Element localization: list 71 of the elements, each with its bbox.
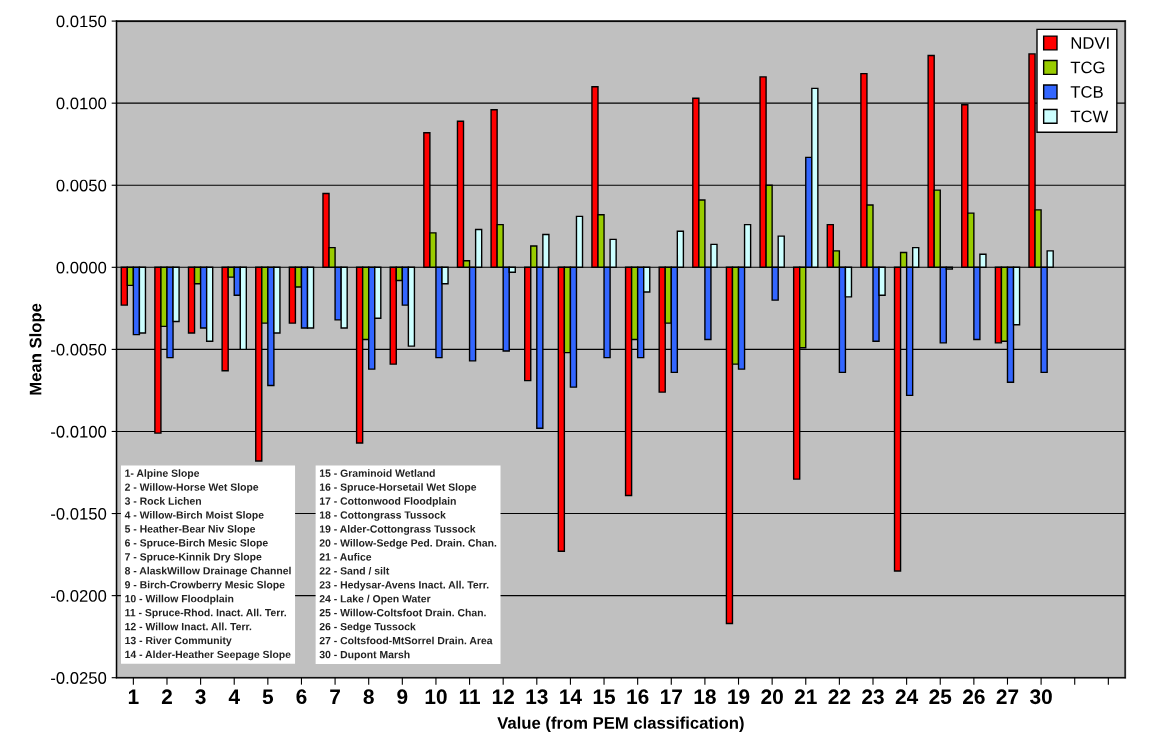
- annotation: 15 - Graminoid Wetland: [319, 469, 435, 477]
- annotation: 13 - River Community: [125, 636, 232, 647]
- annotation: 30 - Dupont Marsh: [319, 650, 410, 661]
- legend-label: NDVI: [1071, 37, 1109, 49]
- x-tick-label: 25: [929, 689, 952, 705]
- x-tick-label: 15: [593, 689, 616, 705]
- x-tick-label: 26: [963, 689, 985, 705]
- x-tick-label: 30: [1029, 689, 1052, 705]
- legend-label: TCB: [1070, 86, 1103, 98]
- y-axis-title: Mean Slope: [29, 303, 45, 395]
- annotation: 17 - Cottonwood Floodplain: [319, 497, 456, 507]
- annotation: 25 - Willow-Coltsfoot Drain. Chan.: [319, 608, 486, 617]
- x-axis-title: Value (from PEM classification): [497, 716, 744, 733]
- annotation: 22 - Sand / silt: [319, 566, 390, 575]
- annotation: 6 - Spruce-Birch Mesic Slope: [125, 538, 268, 549]
- annotation: 16 - Spruce-Horsetail Wet Slope: [319, 483, 477, 493]
- annotation: 18 - Cottongrass Tussock: [319, 511, 446, 521]
- annotation: 26 - Sedge Tussock: [319, 622, 416, 633]
- annotation: 12 - Willow Inact. All. Terr.: [125, 622, 252, 631]
- annotation: 5 - Heather-Bear Niv Slope: [124, 524, 256, 535]
- x-tick-label: 2: [161, 689, 172, 704]
- x-tick-label: 19: [728, 689, 750, 705]
- x-tick-label: 14: [560, 689, 582, 704]
- y-tick-label: 0.0150: [56, 15, 107, 28]
- x-tick-label: 23: [862, 689, 884, 705]
- y-tick-label: -0.0100: [51, 425, 107, 438]
- y-tick-label: -0.0250: [51, 672, 107, 684]
- annotation: 20 - Willow-Sedge Ped. Drain. Chan.: [319, 539, 497, 549]
- annotation: 23 - Hedysar-Avens Inact. All. Terr.: [319, 580, 489, 591]
- annotation: 19 - Alder-Cottongrass Tussock: [319, 525, 476, 535]
- annotation: 21 - Aufice: [319, 552, 372, 561]
- annotation: 10 - Willow Floodplain: [125, 594, 234, 605]
- y-tick-label: -0.0050: [51, 343, 107, 356]
- annotation: 2 - Willow-Horse Wet Slope: [124, 483, 259, 493]
- x-tick-label: 7: [330, 689, 340, 704]
- annotation: 9 - Birch-Crowberry Mesic Slope: [124, 580, 285, 591]
- y-tick-label: 0.0100: [56, 97, 107, 110]
- annotation: 7 - Spruce-Kinnik Dry Slope: [125, 552, 262, 563]
- x-tick-label: 13: [526, 689, 548, 705]
- x-tick-label: 9: [397, 689, 408, 705]
- x-tick-label: 10: [425, 689, 447, 705]
- x-tick-label: 27: [996, 689, 1019, 704]
- x-tick-label: 24: [895, 689, 919, 704]
- y-tick-label: 0.0000: [56, 261, 107, 274]
- x-tick-label: 1: [128, 689, 139, 704]
- x-tick-label: 5: [262, 689, 274, 705]
- y-tick-label: 0.0050: [56, 179, 107, 192]
- x-tick-label: 8: [363, 689, 374, 705]
- y-tick-label: -0.0200: [51, 590, 107, 602]
- annotation: 1- Alpine Slope: [125, 469, 200, 479]
- x-tick-label: 22: [828, 689, 851, 704]
- x-tick-label: 21: [794, 689, 817, 704]
- x-tick-label: 20: [761, 689, 783, 705]
- annotation: 4 - Willow-Birch Moist Slope: [124, 511, 264, 521]
- x-tick-label: 6: [296, 689, 307, 705]
- x-tick-label: 17: [661, 689, 682, 704]
- annotation: 24 - Lake / Open Water: [319, 594, 431, 605]
- legend-label: TCW: [1070, 110, 1109, 123]
- x-tick-label: 3: [195, 689, 206, 705]
- annotation: 3 - Rock Lichen: [124, 497, 201, 505]
- annotation: 27 - Coltsfood-MtSorrel Drain. Area: [319, 636, 493, 645]
- x-tick-label: 18: [694, 689, 716, 705]
- annotation: 8 - AlaskWillow Drainage Channel: [124, 566, 291, 577]
- x-tick-label: 4: [228, 689, 240, 704]
- annotation: 11 - Spruce-Rhod. Inact. All. Terr.: [125, 608, 286, 619]
- x-tick-label: 16: [627, 689, 649, 705]
- annotation: 14 - Alder-Heather Seepage Slope: [125, 650, 291, 661]
- x-tick-label: 11: [459, 689, 480, 704]
- x-tick-label: 12: [492, 689, 514, 704]
- y-tick-label: -0.0150: [51, 507, 107, 520]
- legend-label: TCG: [1070, 61, 1105, 74]
